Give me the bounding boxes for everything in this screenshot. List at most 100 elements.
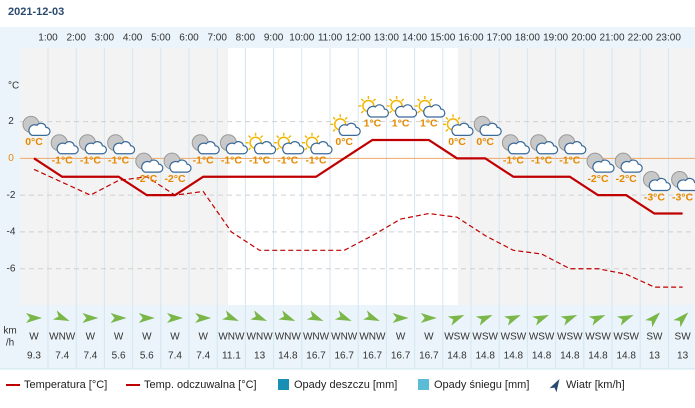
wind-speed: 14.8 [560,351,580,362]
wind-direction: W [424,332,434,343]
temp-label: 0°C [476,136,494,148]
sun-ray [389,110,393,114]
temp-label: -1°C [108,155,130,167]
sun-ray [260,135,264,139]
y-axis-label: °C [8,81,19,92]
wind-direction: W [396,332,406,343]
hour-label: 15:00 [430,33,455,44]
legend-label: Opady śniegu [mm] [434,379,529,391]
cloud [423,104,446,118]
sun-ray [248,135,252,139]
wind-speed: 14.8 [616,351,636,362]
wind-direction: WSW [585,332,611,343]
feels-like-line [33,168,683,288]
legend-arrow [549,378,560,393]
wind-direction: WSW [472,332,498,343]
weather-icon [386,95,418,118]
weather-icon [530,134,559,155]
wind-direction: WSW [529,332,555,343]
temp-label: -3°C [672,191,694,203]
wind-arrow [363,310,380,322]
hour-label: 9:00 [264,33,284,44]
weather-icon [473,115,502,136]
sun-ray [417,110,421,114]
wind-arrow [222,310,239,322]
legend-swatch [278,379,289,390]
sun-ray [457,116,461,120]
wind-direction: WNW [218,332,245,343]
wind-direction: WNW [49,332,76,343]
cloud [141,159,164,173]
y-tick-label: -2 [7,190,16,201]
date-title: 2021-12-03 [8,6,64,18]
wind-direction: WNW [359,332,386,343]
wind-direction: W [142,332,152,343]
cloud [366,104,389,118]
hour-label: 13:00 [374,33,399,44]
cloud [169,159,192,173]
temp-label: -2°C [136,173,158,185]
hour-label: 19:00 [543,33,568,44]
cloud [564,141,587,155]
weather-icon [642,171,671,192]
sun-ray [276,147,280,151]
hour-label: 21:00 [599,33,624,44]
temp-label: -1°C [249,155,271,167]
wind-speed: 9.3 [27,351,41,362]
temp-label: 0°C [25,136,43,148]
hour-label: 1:00 [38,33,58,44]
weather-icon [78,134,107,155]
cloud [394,104,418,118]
wind-speed: 14.8 [532,351,552,362]
temp-label: -1°C [305,155,327,167]
wind-arrow [167,313,183,323]
wind-speed: 16.7 [334,351,354,362]
cloud [56,141,79,155]
wind-speed: 7.4 [55,351,69,362]
wind-arrow [138,313,155,323]
wind-arrow [616,314,634,326]
legend-label: Temp. odczuwalna [°C] [144,379,257,391]
hour-label: 4:00 [123,33,143,44]
legend-swatch [418,379,429,390]
cloud [253,141,277,155]
weather-icon [302,132,333,155]
cloud [28,122,51,136]
weather-icon [443,114,474,136]
wind-speed: 16.7 [391,351,411,362]
sun-ray [316,135,320,139]
wind-unit: /h [6,338,14,349]
wind-direction: W [114,332,124,343]
wind-speed: 16.7 [363,351,383,362]
cloud [479,122,502,136]
wind-arrow [532,314,549,326]
weather-icon [414,95,446,118]
wind-speed: 14.8 [588,351,608,362]
temp-label: 1°C [420,118,438,130]
wind-arrow [250,310,267,322]
wind-direction: WNW [303,332,330,343]
hour-label: 10:00 [289,33,314,44]
wind-arrow [475,314,493,326]
hour-label: 16:00 [458,33,483,44]
wind-speed: 11.1 [222,351,241,362]
wind-speed: 14.8 [475,351,495,362]
wind-direction: W [170,332,180,343]
y-tick-label: 2 [8,116,14,127]
weather-icon [671,171,695,192]
cloud [507,141,530,155]
temp-label: -1°C [559,155,581,167]
temp-label: -1°C [531,155,553,167]
hour-label: 11:00 [318,33,343,44]
wind-arrow [392,313,409,323]
y-tick-label: 0 [8,153,14,164]
cloud [310,141,333,155]
wind-arrow [645,312,661,328]
wind-direction: W [29,332,39,343]
legend-label: Wiatr [km/h] [566,379,625,391]
hour-label: 2:00 [66,33,86,44]
wind-speed: 13 [677,351,689,362]
hour-label: 8:00 [236,33,256,44]
cloud [338,122,361,136]
